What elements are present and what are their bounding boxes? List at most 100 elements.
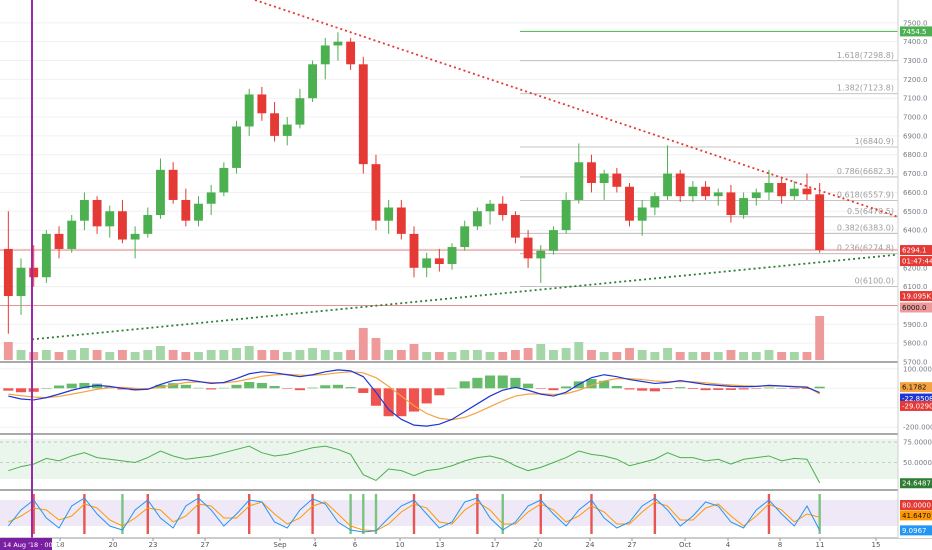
- macd-histogram-bar: [637, 388, 648, 391]
- candle-body: [156, 169, 165, 216]
- volume-bars: [3, 316, 825, 360]
- macd-histogram-bar: [383, 388, 394, 417]
- price-tick-label: 5900.0: [903, 321, 928, 329]
- macd-histogram-bar: [244, 382, 255, 389]
- stoch-signal-bar: [362, 494, 365, 534]
- macd-histogram-bar: [599, 380, 610, 389]
- volume-bar: [346, 350, 356, 360]
- volume-bar: [701, 352, 711, 360]
- candle-body: [143, 215, 153, 234]
- macd-histogram-bar: [294, 388, 305, 391]
- volume-bar: [409, 344, 419, 360]
- candle-body: [282, 124, 292, 136]
- volume-bar: [232, 348, 241, 360]
- macd-histogram-bar: [751, 388, 762, 389]
- lower-level-tag: 6000.0: [902, 304, 927, 312]
- candle-body: [777, 183, 787, 197]
- rsi-band: [0, 439, 898, 479]
- price-axis[interactable]: [898, 0, 932, 538]
- volume-bar: [308, 348, 318, 360]
- price-tick-label: 7200.0: [903, 76, 928, 84]
- stoch-k-line: [7, 497, 821, 533]
- macd-histogram-bar: [687, 388, 698, 390]
- volume-bar: [561, 348, 571, 360]
- macd-histogram-bar: [218, 387, 229, 389]
- candle-body: [434, 258, 444, 265]
- volume-bar: [320, 350, 330, 360]
- volume-bar: [447, 352, 457, 360]
- volume-bar: [156, 346, 165, 360]
- x-tick-label: 20: [534, 541, 543, 549]
- macd-tag-1-bg: [900, 382, 932, 393]
- stoch-signal-bar: [197, 494, 200, 534]
- candle-body: [384, 207, 394, 221]
- candle-body: [815, 194, 825, 251]
- candle-body: [244, 94, 254, 127]
- candle-body: [675, 173, 685, 197]
- macd-histogram-bar: [725, 388, 736, 390]
- candle-body: [206, 192, 216, 204]
- stoch-signal-bar: [32, 494, 35, 534]
- stoch-signal-bar: [374, 494, 378, 534]
- volume-bar: [650, 352, 660, 360]
- candle-body: [358, 64, 368, 165]
- macd-histogram-bar: [700, 388, 711, 391]
- macd-histogram-bar: [675, 387, 686, 389]
- macd-tick-label: -200.0000: [903, 424, 932, 432]
- volume-bar: [789, 352, 799, 360]
- date-tag: 14 Aug '18 · 00:00: [3, 541, 63, 549]
- volume-bar: [270, 350, 279, 360]
- candle-body: [16, 267, 26, 297]
- stoch-signal-bar: [121, 494, 124, 534]
- candle-body: [181, 199, 191, 221]
- volume-bar: [726, 350, 736, 360]
- volume-bar: [194, 352, 203, 360]
- time-axis[interactable]: 18 20 23 27 Sep 4 6 10 13 17 20 24 27 Oct 4 8 11 15: [56, 538, 881, 549]
- volume-bar: [599, 352, 609, 360]
- stoch-signal-bar: [767, 494, 771, 534]
- macd-histogram-bar: [611, 385, 622, 389]
- candle-body: [117, 211, 127, 240]
- macd-histogram-bar: [662, 388, 673, 390]
- volume-bar: [219, 350, 229, 360]
- volume-bar: [587, 350, 596, 360]
- stoch-signal-bar: [501, 494, 504, 534]
- volume-bar: [384, 350, 394, 360]
- macd-tag-2-bg: [900, 393, 932, 404]
- rsi-line: [8, 445, 821, 484]
- volume-bar: [282, 352, 292, 360]
- x-tick-label: 10: [396, 541, 405, 549]
- candle-body: [257, 94, 267, 114]
- stoch-signal-bar: [590, 494, 593, 534]
- macd-tag-3-bg: [900, 400, 932, 411]
- macd-panel: [0, 368, 898, 428]
- stoch-tag-1: 80.0000: [902, 502, 931, 510]
- volume-bar: [612, 352, 622, 360]
- candle-body: [561, 199, 571, 231]
- x-tick-label: 27: [628, 541, 637, 549]
- candle-body: [472, 211, 482, 227]
- date-tag-bg: [0, 538, 52, 550]
- x-tick-label: 17: [491, 541, 500, 549]
- candle-body: [54, 233, 64, 249]
- volume-bar: [105, 352, 115, 360]
- ascending-trendline: [31, 253, 899, 341]
- price-tick-label: 7500.0: [903, 19, 928, 27]
- descending-trendline: [254, 0, 899, 218]
- stoch-signal-bar: [818, 494, 821, 534]
- macd-histogram-bar: [396, 388, 407, 417]
- candle-body: [333, 41, 343, 46]
- x-tick-label: 13: [436, 541, 445, 549]
- volume-bar: [181, 352, 191, 360]
- macd-tag-1: 6.1782: [902, 384, 927, 392]
- macd-histogram-bar: [624, 388, 635, 390]
- macd-histogram-bar: [15, 388, 27, 393]
- macd-histogram-bar: [180, 384, 191, 389]
- volume-bar: [130, 352, 140, 360]
- volume-bar: [637, 350, 647, 360]
- candle-body: [650, 196, 660, 208]
- macd-histogram-bar: [307, 387, 318, 389]
- macd-histogram-bar: [814, 386, 825, 389]
